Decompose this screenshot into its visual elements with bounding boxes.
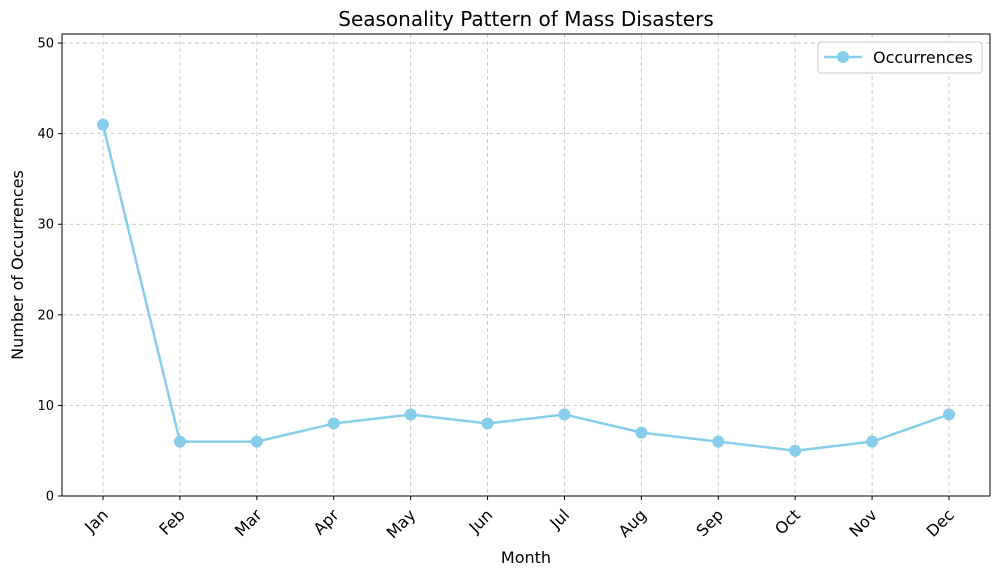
legend-label: Occurrences xyxy=(873,48,973,67)
x-tick-label: Apr xyxy=(310,505,343,538)
x-axis-label: Month xyxy=(501,548,551,567)
data-point-feb xyxy=(173,435,186,448)
y-tick-label: 20 xyxy=(37,308,54,323)
y-tick-label: 30 xyxy=(37,218,54,233)
x-tick-label: Mar xyxy=(231,505,266,540)
x-tick-label: Jul xyxy=(545,505,573,533)
data-point-oct xyxy=(789,444,802,457)
y-axis-label: Number of Occurrences xyxy=(8,170,27,360)
series-occurrences xyxy=(97,118,955,457)
data-point-apr xyxy=(327,417,340,430)
data-point-aug xyxy=(635,426,648,439)
plot-frame xyxy=(61,33,991,497)
y-tick-label: 50 xyxy=(37,37,54,52)
data-point-jun xyxy=(481,417,494,430)
y-axis-ticks: 0 10 20 30 40 50 xyxy=(37,37,62,505)
data-point-dec xyxy=(943,408,955,421)
legend-box xyxy=(817,41,983,74)
x-tick-label: Sep xyxy=(692,505,727,540)
data-point-mar xyxy=(250,435,263,448)
x-tick-label: Feb xyxy=(155,505,188,538)
legend-marker-swatch xyxy=(837,51,849,63)
x-tick-label: Jan xyxy=(80,505,112,537)
data-point-jan xyxy=(97,118,109,131)
x-tick-label: Oct xyxy=(771,505,804,538)
y-tick-label: 10 xyxy=(37,399,54,414)
x-tick-label: Jun xyxy=(465,505,497,537)
series-line xyxy=(101,124,950,452)
y-tick-label: 0 xyxy=(46,490,54,505)
x-tick-label: Aug xyxy=(615,505,651,541)
data-point-sep xyxy=(712,435,725,448)
x-tick-label: May xyxy=(383,505,420,542)
x-axis-ticks: Jan Feb Mar Apr May Jun Jul Aug Sep Oct Nov Dec xyxy=(80,496,958,542)
data-point-nov xyxy=(866,435,879,448)
x-tick-label: Nov xyxy=(845,505,881,541)
legend: Occurrences xyxy=(817,41,983,74)
data-point-may xyxy=(404,408,417,421)
data-point-jul xyxy=(558,408,571,421)
x-tick-label: Dec xyxy=(922,505,957,540)
grid xyxy=(62,34,990,497)
y-tick-label: 40 xyxy=(37,127,54,142)
chart-title: Seasonality Pattern of Mass Disasters xyxy=(338,7,714,31)
